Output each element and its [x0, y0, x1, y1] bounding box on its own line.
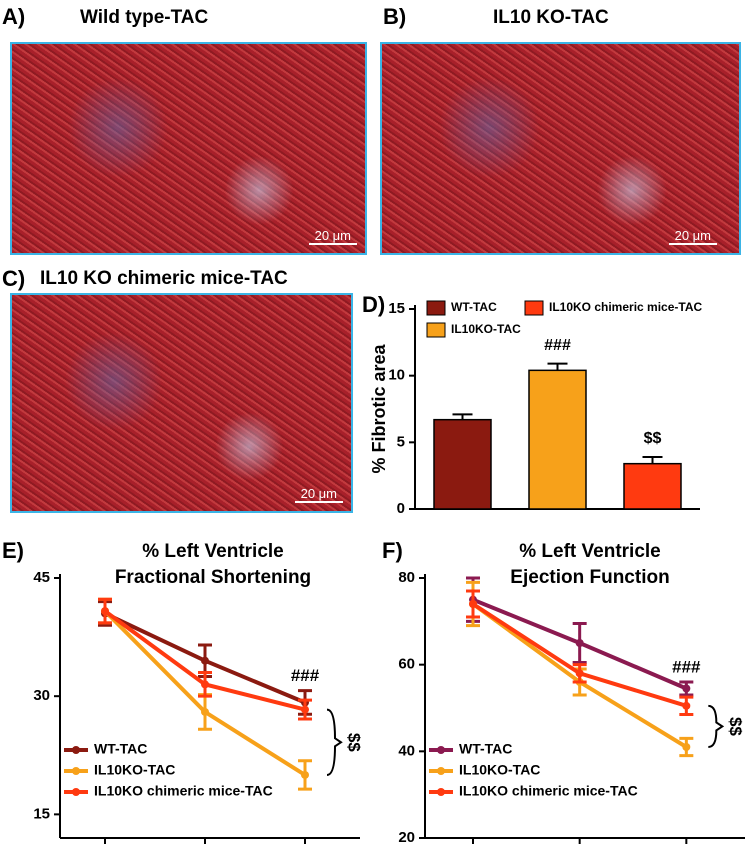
panel-label: B)	[383, 4, 407, 29]
panel-label: A)	[2, 4, 26, 29]
legend-marker	[72, 767, 80, 775]
annotation: $$	[644, 430, 662, 447]
y-tick-label: 5	[397, 433, 405, 450]
point	[301, 705, 309, 714]
point	[201, 656, 209, 665]
error-bar	[642, 456, 663, 464]
micrograph: 20 μm	[10, 293, 353, 513]
bar	[433, 418, 492, 510]
bracket	[326, 708, 343, 776]
error-bar	[452, 413, 473, 420]
error-bar	[547, 362, 568, 371]
chart-subtitle: Fractional Shortening	[115, 567, 311, 588]
micrograph: 20 μm	[10, 42, 367, 255]
bar	[528, 369, 587, 510]
legend-label: IL10KO chimeric mice-TAC	[94, 783, 273, 799]
legend-label: WT-TAC	[451, 300, 497, 314]
annotation: ###	[544, 337, 571, 354]
legend-label: IL10KO-TAC	[459, 762, 540, 778]
annotation: $$	[345, 733, 364, 752]
y-tick-label: 0	[397, 500, 405, 517]
bar	[623, 462, 682, 510]
chart-subtitle: Ejection Function	[510, 567, 669, 588]
scale-bar: 20 μm	[294, 486, 343, 503]
scale-bar: 20 μm	[668, 228, 717, 245]
legend-swatch	[524, 300, 544, 316]
panel-title: IL10 KO-TAC	[493, 7, 609, 28]
y-tick-label: 40	[398, 742, 415, 759]
y-tick-label: 60	[398, 656, 415, 673]
legend-marker	[72, 788, 80, 796]
annotation: ###	[291, 666, 320, 685]
point	[682, 701, 691, 710]
y-tick-label: 80	[398, 569, 415, 586]
legend-label: IL10KO-TAC	[94, 762, 175, 778]
point	[301, 770, 309, 779]
legend-label: IL10KO chimeric mice-TAC	[549, 300, 702, 314]
y-tick-label: 20	[398, 829, 415, 846]
point	[575, 669, 584, 678]
bracket	[708, 704, 725, 748]
panel-title: Wild type-TAC	[80, 7, 209, 28]
chart-title: % Left Ventricle	[142, 541, 284, 562]
legend-swatch	[426, 322, 446, 338]
y-tick-label: 15	[388, 300, 405, 317]
point	[101, 607, 109, 616]
point	[682, 743, 691, 751]
legend-label: IL10KO chimeric mice-TAC	[459, 783, 638, 799]
panel-label: E)	[2, 538, 24, 563]
point	[575, 639, 584, 647]
legend-label: WT-TAC	[94, 741, 147, 757]
panel-title: IL10 KO chimeric mice-TAC	[40, 268, 288, 289]
micrograph: 20 μm	[380, 42, 741, 255]
y-tick-label: 10	[388, 367, 405, 384]
y-tick-label: 15	[33, 805, 50, 822]
panel-label: D)	[362, 292, 385, 317]
legend-marker	[437, 746, 445, 754]
y-tick-label: 45	[33, 569, 50, 586]
panel-label: C)	[2, 266, 26, 291]
panel-label: F)	[382, 538, 403, 563]
annotation: ###	[672, 657, 701, 676]
point	[469, 600, 477, 608]
legend-marker	[437, 788, 445, 796]
annotation: $$	[726, 717, 745, 736]
legend-marker	[72, 746, 80, 754]
point	[201, 707, 209, 716]
legend-label: IL10KO-TAC	[451, 322, 521, 336]
point	[201, 680, 209, 689]
y-tick-label: 30	[33, 687, 50, 704]
scale-bar: 20 μm	[308, 228, 357, 245]
legend-swatch	[426, 300, 446, 316]
chart-title: % Left Ventricle	[519, 541, 661, 562]
point	[682, 684, 691, 693]
legend-marker	[437, 767, 445, 775]
y-axis-label: % Fibrotic area	[369, 343, 389, 473]
legend-label: WT-TAC	[459, 741, 512, 757]
